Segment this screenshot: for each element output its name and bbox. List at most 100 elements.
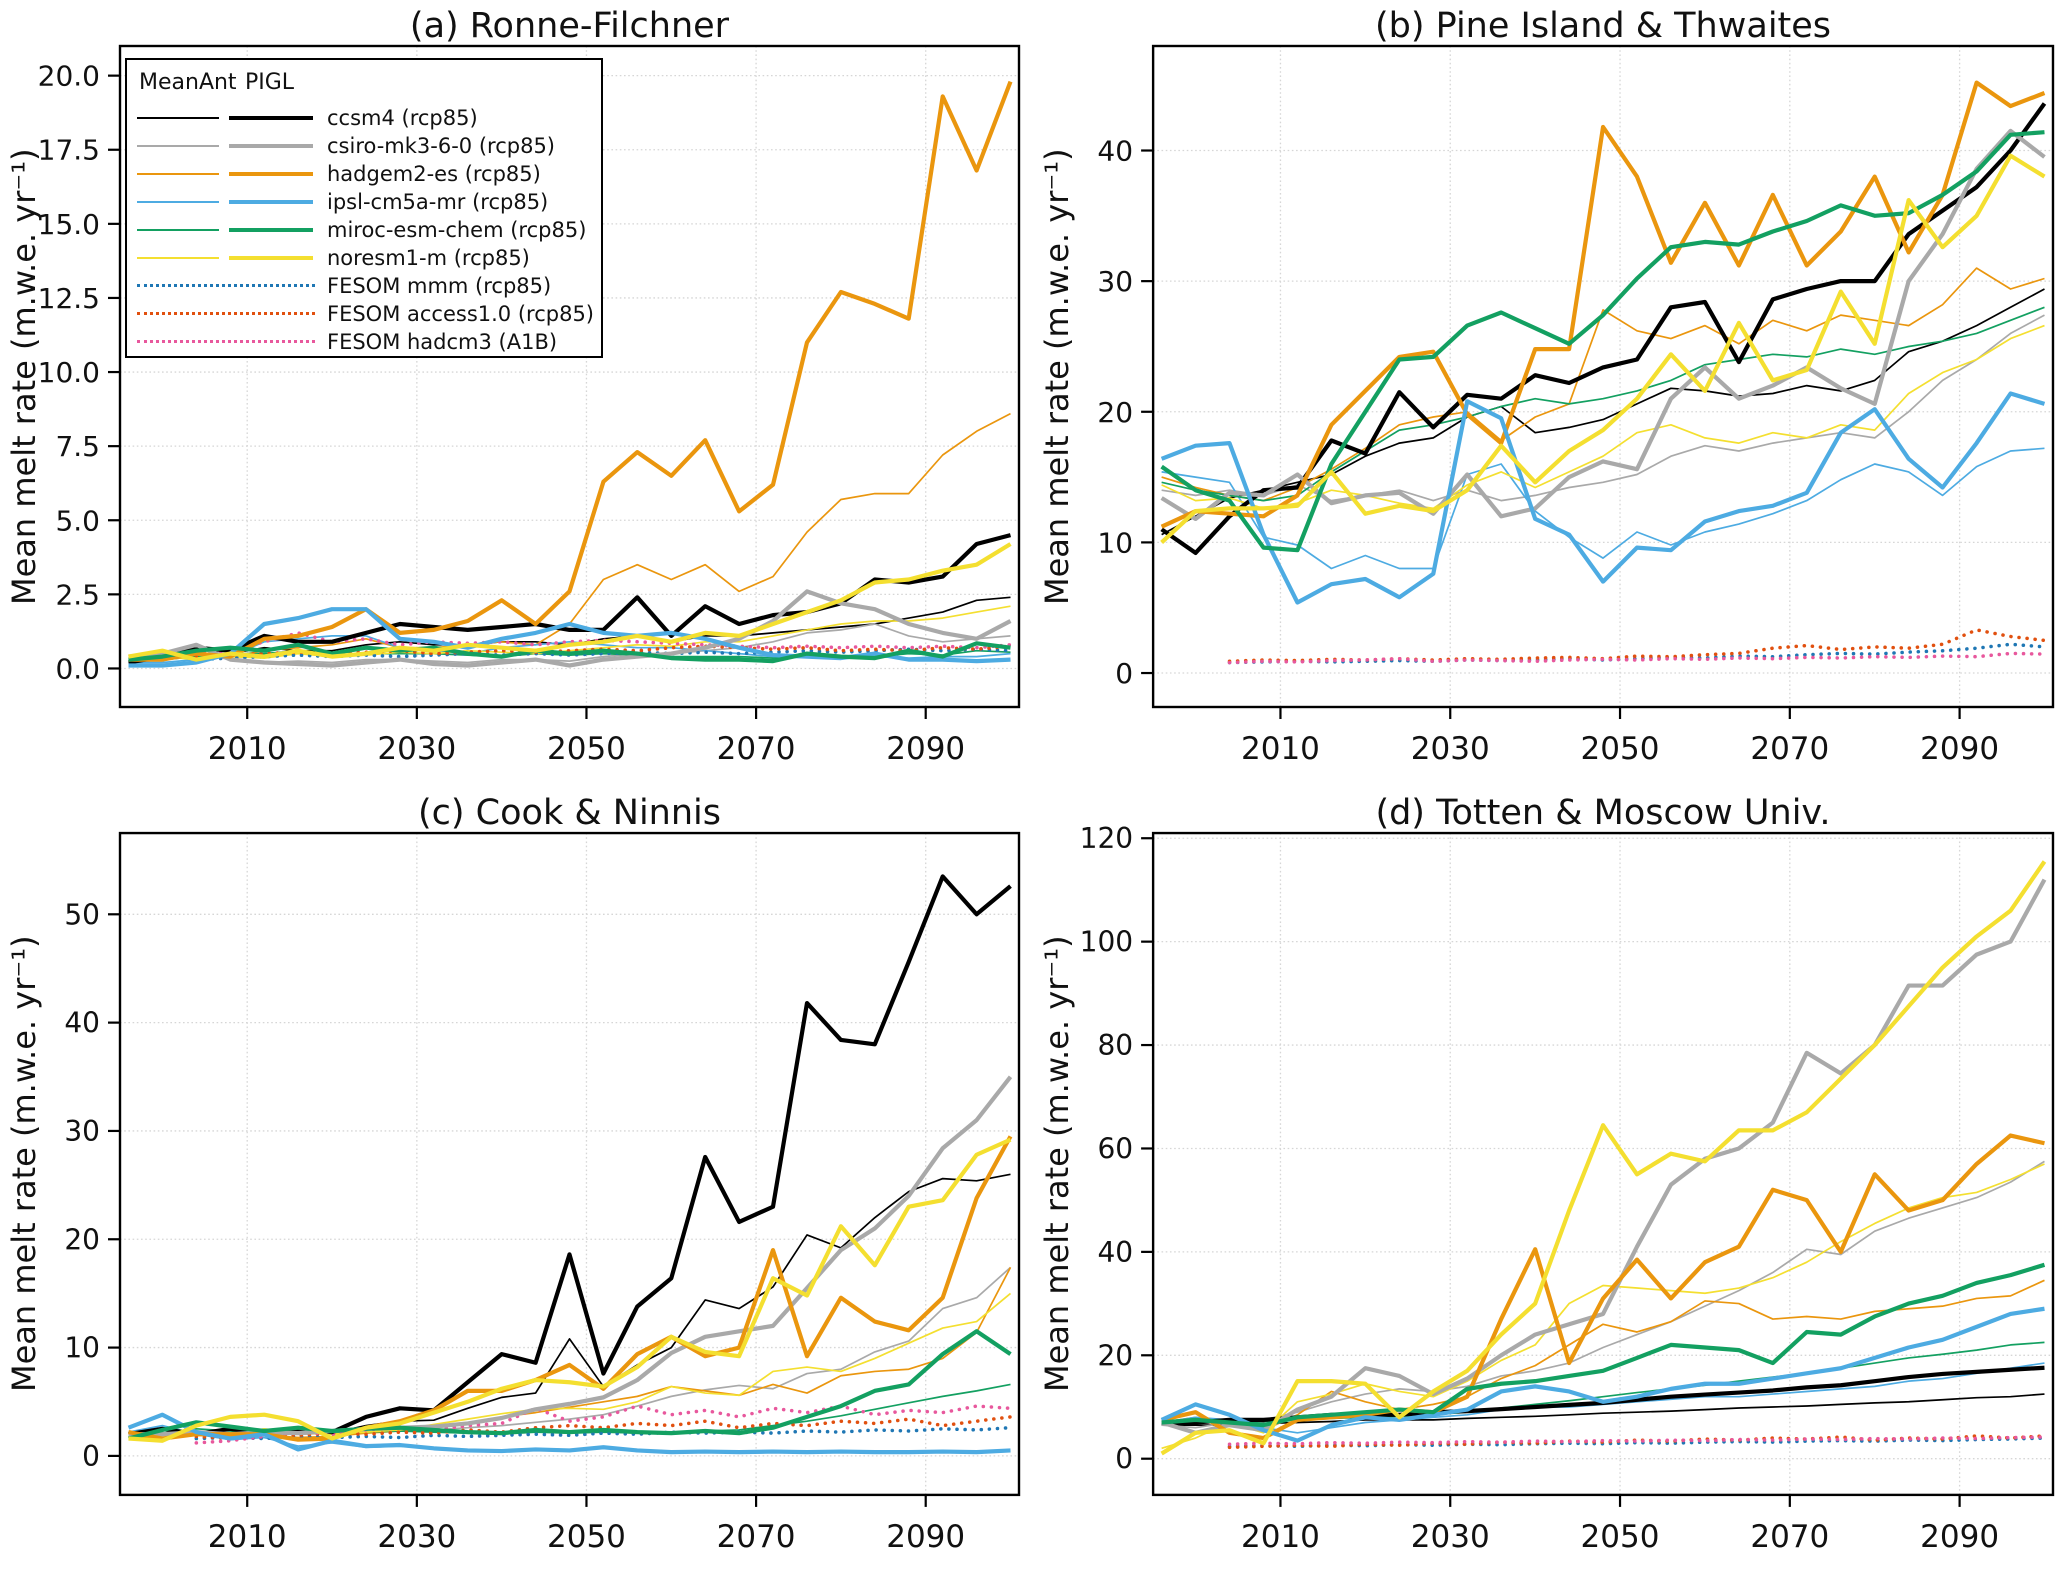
b-pigl-hadgem2-line: [1160, 80, 2046, 529]
series-group-FESOM: [1227, 628, 2047, 665]
a-pigl-noresm-line: [128, 542, 1012, 662]
d-pigl-hadgem2-line: [1161, 1133, 2045, 1441]
legend-entry-ccsm4: ccsm4 (rcp85): [127, 104, 601, 132]
panel-d-plot: 2010 2030 2050 2070 2090 0 20 40 60 80 100 120: [1080, 822, 2055, 1555]
legend-meanant-line-sample: [137, 145, 219, 147]
legend-entry-label: FESOM mmm (rcp85): [327, 274, 552, 298]
svg-text:7.5: 7.5: [55, 430, 100, 463]
series-group-PIGL: [1160, 860, 2047, 1456]
svg-text:20: 20: [64, 1223, 100, 1256]
legend-meanant-line-sample: [137, 229, 219, 231]
legend-dotted-line-sample: [137, 340, 315, 343]
legend-entry-label: ccsm4 (rcp85): [327, 106, 478, 130]
svg-text:5.0: 5.0: [55, 504, 100, 537]
d-pigl-noresm-line: [1160, 860, 2047, 1456]
c-pigl-ipsl-line: [127, 1412, 1011, 1455]
b-meanant-noresm-line: [1161, 324, 2045, 510]
legend-entry-miroc: miroc-esm-chem (rcp85): [127, 216, 601, 244]
legend-header-pigl: PIGL: [245, 70, 295, 95]
b-meanant-csiro-line: [1161, 314, 2045, 502]
legend-pigl-line-sample: [229, 256, 313, 260]
a-pigl-hadgem2-line: [128, 80, 1013, 662]
svg-text:12.5: 12.5: [38, 282, 100, 315]
c-pigl-noresm-line: [128, 1137, 1012, 1443]
b-pigl-csiro-line: [1160, 128, 2046, 521]
legend-entry-label: FESOM hadcm3 (A1B): [327, 330, 558, 354]
svg-text:20: 20: [1097, 396, 1133, 429]
svg-text:2090: 2090: [1920, 1519, 1999, 1555]
legend-header-meanant: MeanAnt: [139, 70, 237, 95]
legend-pigl-line-sample: [229, 200, 313, 204]
gridlines: [1153, 46, 2053, 707]
plot-frame: [1151, 44, 2055, 709]
b-meanant-ccsm4-line: [1161, 288, 2045, 536]
svg-text:10: 10: [64, 1332, 100, 1365]
c-pigl-miroc-line: [127, 1329, 1012, 1441]
svg-text:60: 60: [1097, 1132, 1133, 1165]
svg-text:2030: 2030: [377, 731, 456, 767]
svg-text:120: 120: [1080, 822, 1133, 855]
panel-d: (d) Totten & Moscow Univ. Mean melt rate…: [1033, 787, 2067, 1575]
d-pigl-csiro-line: [1161, 878, 2047, 1435]
a-pigl-csiro-line: [128, 589, 1012, 668]
b-pigl-ipsl-line: [1160, 391, 2046, 605]
svg-text:2050: 2050: [1581, 731, 1660, 767]
svg-text:0: 0: [1115, 657, 1133, 690]
a-pigl-ipsl-line: [128, 607, 1011, 668]
svg-text:17.5: 17.5: [38, 134, 100, 167]
axis-ticks: [1141, 837, 1961, 1507]
svg-text:2010: 2010: [1241, 1519, 1320, 1555]
axis-ticks: [108, 913, 927, 1507]
svg-text:0: 0: [82, 1440, 100, 1473]
legend-entry-label: noresm1-m (rcp85): [327, 246, 530, 270]
axis-tick-labels: 2010 2030 2050 2070 2090 0 20 40 60 80 100 120: [1080, 822, 1999, 1555]
svg-text:2090: 2090: [886, 1519, 965, 1555]
legend-entry-ipsl: ipsl-cm5a-mr (rcp85): [127, 188, 601, 216]
legend-box: MeanAnt PIGL ccsm4 (rcp85) csiro-mk3-6-0 …: [125, 58, 603, 358]
d-pigl-miroc-line: [1161, 1262, 2046, 1428]
svg-text:2030: 2030: [1411, 1519, 1490, 1555]
plot-area: [1153, 833, 2053, 1495]
panel-b: (b) Pine Island & Thwaites Mean melt rat…: [1033, 0, 2067, 787]
svg-text:2010: 2010: [208, 1519, 287, 1555]
axis-ticks: [108, 74, 927, 719]
svg-text:2010: 2010: [208, 731, 287, 767]
d-meanant-csiro-line: [1161, 1160, 2045, 1429]
svg-text:2050: 2050: [547, 1519, 626, 1555]
svg-text:40: 40: [1097, 1236, 1133, 1269]
panel-d-title: (d) Totten & Moscow Univ.: [1375, 793, 1831, 833]
b-fesom-fesom_mmm-line: [1227, 642, 2047, 665]
legend-entry-fesom_access: FESOM access1.0 (rcp85): [127, 300, 601, 328]
svg-text:2070: 2070: [717, 731, 796, 767]
legend-entry-label: csiro-mk3-6-0 (rcp85): [327, 134, 555, 158]
svg-text:0: 0: [1115, 1443, 1133, 1476]
axis-tick-labels: 2010 2030 2050 2070 2090 0.0 2.5 5.0 7.5 10.0 12.5…: [38, 60, 966, 767]
legend-entry-fesom_hadcm3: FESOM hadcm3 (A1B): [127, 328, 601, 356]
legend-meanant-line-sample: [137, 201, 219, 203]
svg-text:2030: 2030: [1411, 731, 1490, 767]
c-pigl-hadgem2-line: [128, 1135, 1013, 1442]
svg-text:2.5: 2.5: [55, 578, 100, 611]
legend-pigl-line-sample: [229, 144, 313, 148]
plot-frame: [1151, 831, 2055, 1497]
series-group-PIGL: [128, 80, 1013, 668]
legend-entry-label: hadgem2-es (rcp85): [327, 162, 541, 186]
d-pigl-ipsl-line: [1160, 1306, 2045, 1443]
svg-text:2090: 2090: [1920, 731, 1999, 767]
plot-frame: [118, 44, 1021, 709]
c-pigl-csiro-line: [128, 1075, 1013, 1437]
svg-text:15.0: 15.0: [38, 208, 100, 241]
svg-text:2070: 2070: [717, 1519, 796, 1555]
svg-text:0.0: 0.0: [55, 652, 100, 685]
svg-text:40: 40: [64, 1007, 100, 1040]
gridlines: [120, 833, 1019, 1495]
svg-text:50: 50: [64, 898, 100, 931]
series-group-PIGL: [127, 874, 1013, 1455]
legend-meanant-line-sample: [137, 117, 219, 119]
axis-ticks: [1141, 149, 1961, 719]
legend-dotted-line-sample: [137, 284, 315, 287]
series-group-FESOM: [1227, 1434, 2047, 1450]
